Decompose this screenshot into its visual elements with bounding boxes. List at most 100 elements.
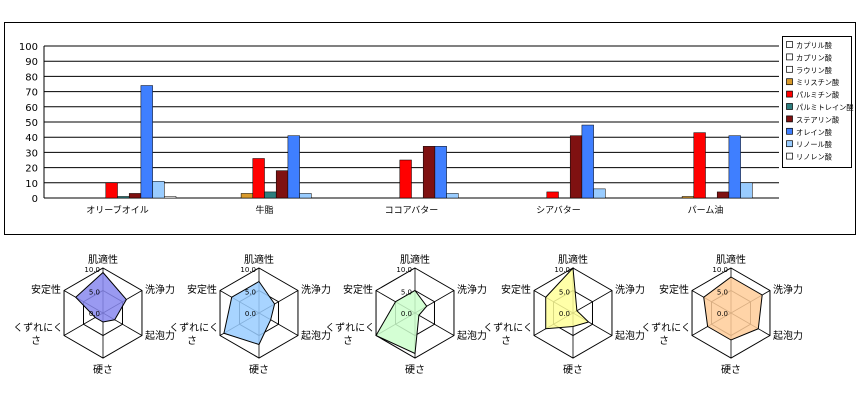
radar-tick-label: 0.0 [401, 310, 412, 318]
radar-tick-label: 5.0 [401, 289, 412, 297]
axis-label-durability: くずれにくさ [483, 322, 533, 347]
axis-label-hardness: 硬さ [405, 364, 425, 376]
bar [593, 188, 606, 199]
axis-label-durability-line2: さ [343, 335, 353, 347]
axis-label-durability-line1: くずれにく [483, 322, 533, 334]
bar [740, 182, 753, 199]
bar [164, 196, 177, 199]
axis-label-hardness: 硬さ [721, 364, 741, 376]
axis-label-stability: 安定性 [501, 283, 531, 296]
y-tick-label: 10 [25, 179, 38, 190]
y-tick-label: 70 [25, 88, 38, 99]
axis-label-durability-line2: さ [187, 335, 197, 347]
legend-label: カプリル酸 [796, 41, 832, 50]
bar [128, 193, 142, 199]
legend-swatch [786, 41, 793, 48]
axis-label-durability: くずれにくさ [169, 322, 219, 347]
bar-chart: 0 10 20 30 40 50 60 70 80 90 100 オリーブオイル 牛脂 ココアバター シアバ… [19, 36, 854, 216]
bar [399, 159, 412, 199]
axis-label-skin: 肌適性 [244, 253, 274, 266]
legend-label: ラウリン酸 [796, 66, 832, 75]
legend-label: ミリスチン酸 [796, 78, 839, 87]
axis-label-skin: 肌適性 [716, 253, 746, 266]
bar [546, 191, 559, 199]
radar-tick-label: 0.0 [717, 310, 728, 318]
axis-label-durability-line2: さ [31, 335, 41, 347]
legend-label: カプリン酸 [796, 53, 832, 62]
axis-label-durability-line1: くずれにく [641, 322, 691, 334]
radar-data-area [375, 289, 428, 355]
legend-label: パルミトレイン酸 [796, 103, 854, 112]
bar [264, 191, 277, 199]
bar [252, 158, 265, 199]
axis-label-cleansing: 洗浄力 [615, 283, 645, 296]
axis-label-durability: くずれにくさ [325, 322, 375, 347]
axis-label-cleansing: 洗浄力 [145, 283, 175, 296]
axis-label-durability-line1: くずれにく [325, 322, 375, 334]
legend-swatch [786, 115, 793, 123]
axis-label-skin: 肌適性 [558, 253, 588, 266]
legend-label: オレイン酸 [796, 128, 832, 137]
axis-label-lather: 起泡力 [615, 329, 645, 342]
y-tick-label: 90 [25, 57, 38, 68]
axis-label-stability: 安定性 [31, 283, 61, 296]
category-label: オリーブオイル [86, 204, 148, 216]
bar [728, 135, 741, 199]
y-tick-label: 80 [25, 72, 38, 83]
legend-swatch [786, 53, 793, 61]
legend-swatch [786, 90, 793, 98]
axis-label-lather: 起泡力 [301, 329, 331, 342]
bar [681, 196, 695, 199]
radar-tick-label: 5.0 [89, 289, 100, 297]
bar [581, 124, 594, 199]
bar [716, 191, 730, 199]
axis-label-durability: くずれにくさ [641, 322, 691, 347]
radar-tick-label: 0.0 [559, 310, 570, 318]
axis-label-stability: 安定性 [659, 283, 689, 296]
bar [434, 146, 447, 199]
axis-label-cleansing: 洗浄力 [773, 283, 803, 296]
legend-label: パルミチン酸 [796, 91, 839, 100]
y-tick-label: 40 [25, 133, 38, 144]
bar-chart-frame [4, 22, 856, 235]
axis-label-stability: 安定性 [343, 283, 373, 296]
category-label: ココアバター [385, 205, 439, 216]
legend-label: リノレン酸 [796, 153, 832, 162]
bar [287, 135, 300, 199]
radar-tick-label: 5.0 [245, 289, 256, 297]
axis-label-skin: 肌適性 [88, 253, 118, 266]
axis-label-durability-line1: くずれにく [13, 322, 63, 334]
bar [105, 182, 118, 199]
radar-tick-label: 0.0 [245, 310, 256, 318]
y-tick-label: 50 [25, 118, 38, 129]
axis-label-durability: くずれにくさ [13, 322, 63, 347]
axis-label-hardness: 硬さ [93, 364, 113, 376]
bar [140, 85, 153, 199]
legend-swatch [786, 78, 793, 86]
radar-data-area [75, 271, 127, 323]
bar [422, 146, 436, 199]
bar [299, 193, 312, 199]
radar-data-area [703, 276, 763, 341]
category-label: 牛脂 [255, 204, 273, 216]
radar-tick-label: 10.0 [240, 266, 256, 274]
radar-tick-label: 10.0 [554, 266, 570, 274]
legend-swatch [786, 103, 793, 110]
bar [693, 132, 706, 199]
bar [117, 196, 130, 199]
axis-label-durability-line1: くずれにく [169, 322, 219, 334]
y-tick-label: 60 [25, 103, 38, 114]
bar [152, 181, 165, 199]
axis-label-cleansing: 洗浄力 [301, 283, 331, 296]
axis-label-cleansing: 洗浄力 [457, 283, 487, 296]
axis-label-lather: 起泡力 [773, 329, 803, 342]
axis-label-skin: 肌適性 [400, 253, 430, 266]
radar-tick-label: 5.0 [559, 289, 570, 297]
radar-tick-label: 5.0 [717, 289, 728, 297]
